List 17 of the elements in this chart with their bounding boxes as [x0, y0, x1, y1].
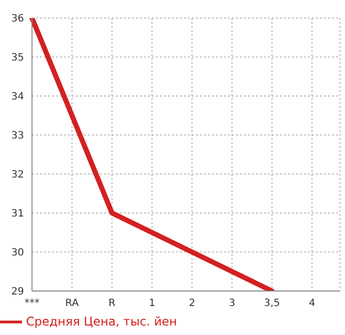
x-tick-label: 3 [228, 298, 236, 310]
y-tick-label: 32 [11, 170, 24, 181]
y-tick-label: 34 [11, 92, 24, 103]
x-tick-label: *** [24, 298, 40, 310]
x-tick-label: 3,5 [264, 298, 280, 310]
y-tick-label: 29 [11, 286, 24, 298]
y-tick-label: 31 [11, 208, 24, 220]
x-tick-label: RA [65, 298, 79, 310]
legend-label: Средняя Цена, тыс. йен [26, 314, 178, 328]
x-tick-label: 1 [148, 298, 156, 310]
x-tick-label: 4 [308, 298, 316, 310]
x-tick-label: 2 [188, 298, 196, 310]
y-tick-label: 35 [11, 52, 24, 64]
y-tick-label: 36 [11, 14, 24, 25]
y-tick-label: 30 [11, 248, 24, 259]
x-tick-label: R [108, 298, 116, 310]
y-tick-label: 33 [11, 130, 24, 142]
